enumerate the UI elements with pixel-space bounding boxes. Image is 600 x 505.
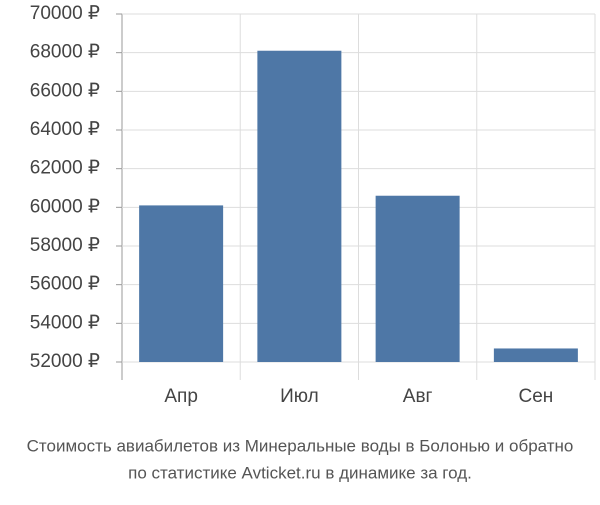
y-tick-label: 66000 ₽ <box>30 80 100 101</box>
bar <box>493 348 578 362</box>
y-tick-label: 62000 ₽ <box>30 158 100 179</box>
x-tick-label: Сен <box>518 386 553 407</box>
y-tick-label: 68000 ₽ <box>30 42 100 63</box>
y-tick-label: 52000 ₽ <box>30 351 100 372</box>
y-tick-label: 64000 ₽ <box>30 119 100 140</box>
y-tick-label: 54000 ₽ <box>30 312 100 333</box>
bar <box>257 50 342 362</box>
y-tick-label: 70000 ₽ <box>30 3 100 24</box>
bar <box>375 195 460 362</box>
y-tick-label: 56000 ₽ <box>30 274 100 295</box>
y-tick-label: 58000 ₽ <box>30 235 100 256</box>
chart-title: Стоимость авиабилетов из Минеральные вод… <box>27 436 574 455</box>
bar <box>139 205 224 362</box>
chart-title: по статистике Avticket.ru в динамике за … <box>128 463 472 482</box>
x-tick-label: Апр <box>164 386 198 407</box>
x-tick-label: Авг <box>403 386 433 407</box>
y-tick-label: 60000 ₽ <box>30 196 100 217</box>
x-tick-label: Июл <box>280 386 319 407</box>
